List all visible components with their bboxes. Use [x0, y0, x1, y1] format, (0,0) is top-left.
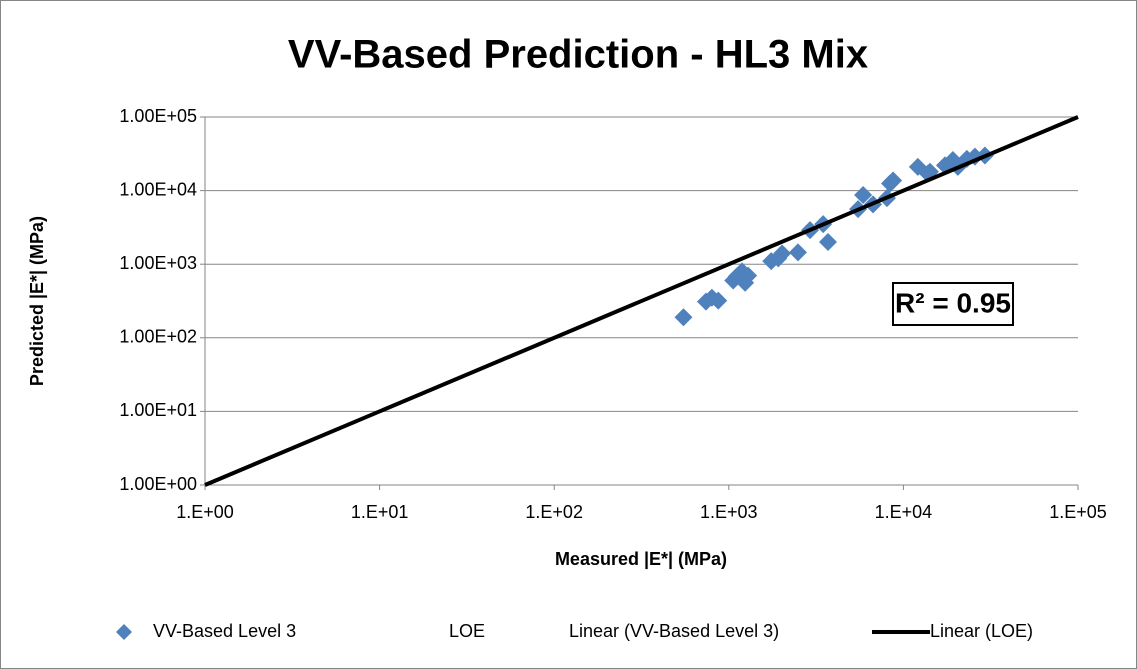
scatter-point — [773, 244, 792, 263]
legend-label: VV-Based Level 3 — [153, 621, 296, 641]
line — [204, 115, 1079, 487]
scatter-point — [884, 171, 903, 190]
scatter-point — [788, 243, 807, 262]
y-tick-label: 1.00E+04 — [119, 179, 197, 199]
legend-label: Linear (VV-Based Level 3) — [569, 621, 779, 641]
x-tick-label: 1.E+03 — [700, 502, 758, 522]
x-axis-title: Measured |E*| (MPa) — [555, 549, 727, 569]
y-axis-title: Predicted |E*| (MPa) — [27, 216, 47, 386]
scatter-point — [854, 186, 873, 205]
y-tick-label: 1.00E+00 — [119, 474, 197, 494]
scatter-point — [736, 273, 755, 292]
x-tick-label: 1.E+01 — [351, 502, 409, 522]
y-tick-label: 1.00E+05 — [119, 106, 197, 126]
chart-title: VV-Based Prediction - HL3 Mix — [288, 33, 868, 77]
y-tick-label: 1.00E+02 — [119, 327, 197, 347]
x-tick-label: 1.E+04 — [875, 502, 933, 522]
legend-label: Linear (LOE) — [930, 621, 1033, 641]
x-tick-label: 1.E+05 — [1049, 502, 1107, 522]
y-tick-label: 1.00E+03 — [119, 253, 197, 273]
scatter-point — [819, 233, 838, 252]
annotation-box — [892, 282, 1014, 326]
scatter-point — [709, 291, 728, 310]
y-tick-label: 1.00E+01 — [119, 400, 197, 420]
scatter-point — [674, 308, 693, 327]
x-tick-label: 1.E+02 — [525, 502, 583, 522]
legend-marker — [116, 624, 132, 640]
legend-label: LOE — [449, 621, 485, 641]
annotation: R² = 0.95 — [895, 287, 1011, 318]
x-tick-label: 1.E+00 — [176, 502, 234, 522]
